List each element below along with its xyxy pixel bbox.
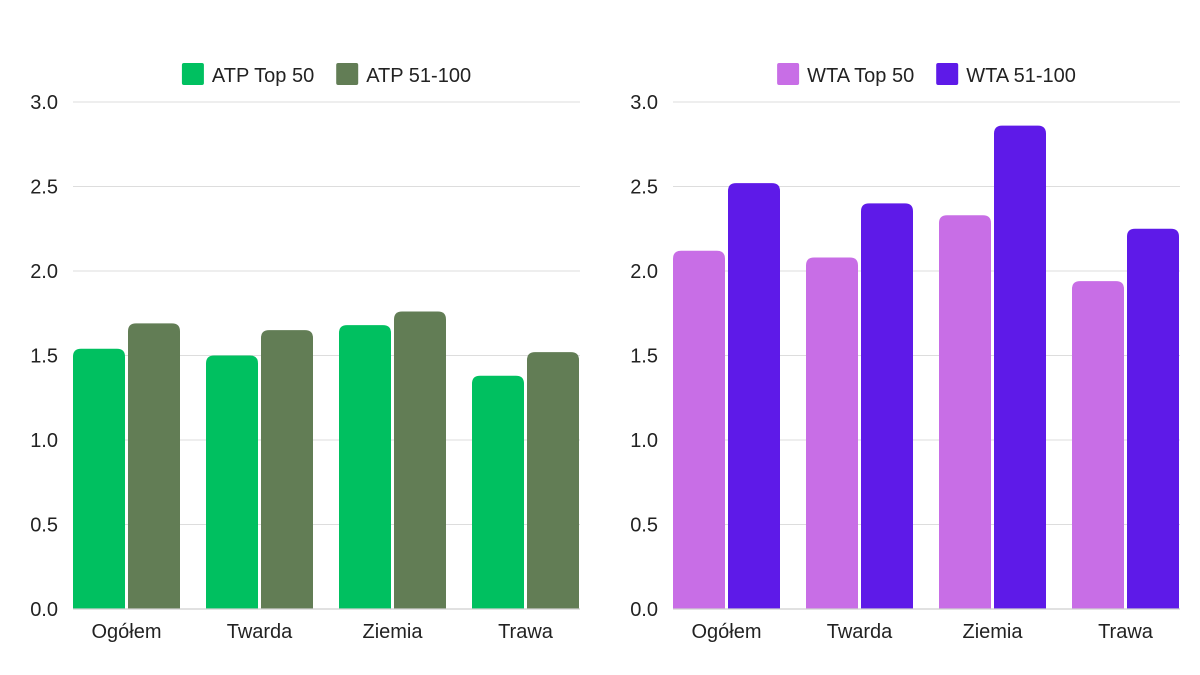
y-tick-label: 3.0 xyxy=(30,92,58,114)
y-tick-label: 1.0 xyxy=(630,430,658,452)
atp-chart: 0.0 0.5 1.0 1.5 2.0 2.5 3.0 Ogółem Twarda Ziemia T… xyxy=(30,63,580,643)
legend-label: ATP 51-100 xyxy=(366,65,471,87)
legend: WTA Top 50 WTA 51-100 xyxy=(777,63,1076,87)
y-tick-label: 2.5 xyxy=(630,177,658,199)
legend-swatch xyxy=(777,63,800,85)
bar xyxy=(1072,281,1124,609)
x-category-label: Ogółem xyxy=(691,621,761,643)
wta-chart: 0.0 0.5 1.0 1.5 2.0 2.5 3.0 Ogółem Twarda Ziemia T… xyxy=(600,0,1200,675)
y-tick-label: 2.0 xyxy=(630,261,658,283)
chart-svg-0: 0.0 0.5 1.0 1.5 2.0 2.5 3.0 Ogółem Twarda Ziemia T… xyxy=(30,63,580,643)
x-category-label: Twarda xyxy=(227,621,293,643)
bar xyxy=(939,215,991,610)
legend-swatch xyxy=(336,63,359,85)
bar xyxy=(261,330,313,609)
x-category-label: Trawa xyxy=(498,621,554,643)
bar xyxy=(394,311,446,609)
y-tick-label: 0.0 xyxy=(30,599,58,621)
y-tick-label: 0.0 xyxy=(630,599,658,621)
x-category-label: Ogółem xyxy=(91,621,161,643)
x-category-label: Trawa xyxy=(1098,621,1154,643)
y-tick-label: 1.0 xyxy=(30,430,58,452)
bar xyxy=(673,250,725,609)
bar xyxy=(728,183,780,609)
legend-label: ATP Top 50 xyxy=(212,65,314,87)
bar xyxy=(128,323,180,609)
bar xyxy=(806,257,858,609)
legend-swatch xyxy=(181,63,204,85)
y-tick-label: 1.5 xyxy=(630,346,658,368)
y-tick-label: 0.5 xyxy=(630,515,658,537)
bar xyxy=(472,375,524,609)
bar xyxy=(339,325,391,609)
bar xyxy=(1127,228,1179,609)
y-tick-label: 0.5 xyxy=(30,515,58,537)
chart-svg-1: 0.0 0.5 1.0 1.5 2.0 2.5 3.0 Ogółem Twarda Ziemia T… xyxy=(630,63,1180,643)
legend-label: WTA Top 50 xyxy=(807,65,914,87)
x-category-label: Ziemia xyxy=(362,621,423,643)
legend: ATP Top 50 ATP 51-100 xyxy=(181,63,471,87)
x-category-label: Ziemia xyxy=(962,621,1023,643)
x-category-label: Twarda xyxy=(827,621,893,643)
y-tick-label: 2.5 xyxy=(30,177,58,199)
bar xyxy=(206,355,258,609)
y-tick-label: 3.0 xyxy=(630,92,658,114)
y-tick-label: 2.0 xyxy=(30,261,58,283)
bar xyxy=(73,348,125,609)
bar xyxy=(527,352,579,609)
legend-label: WTA 51-100 xyxy=(966,65,1076,87)
legend-swatch xyxy=(936,63,959,85)
y-tick-label: 1.5 xyxy=(30,346,58,368)
bar xyxy=(994,125,1046,609)
bar xyxy=(861,203,913,609)
